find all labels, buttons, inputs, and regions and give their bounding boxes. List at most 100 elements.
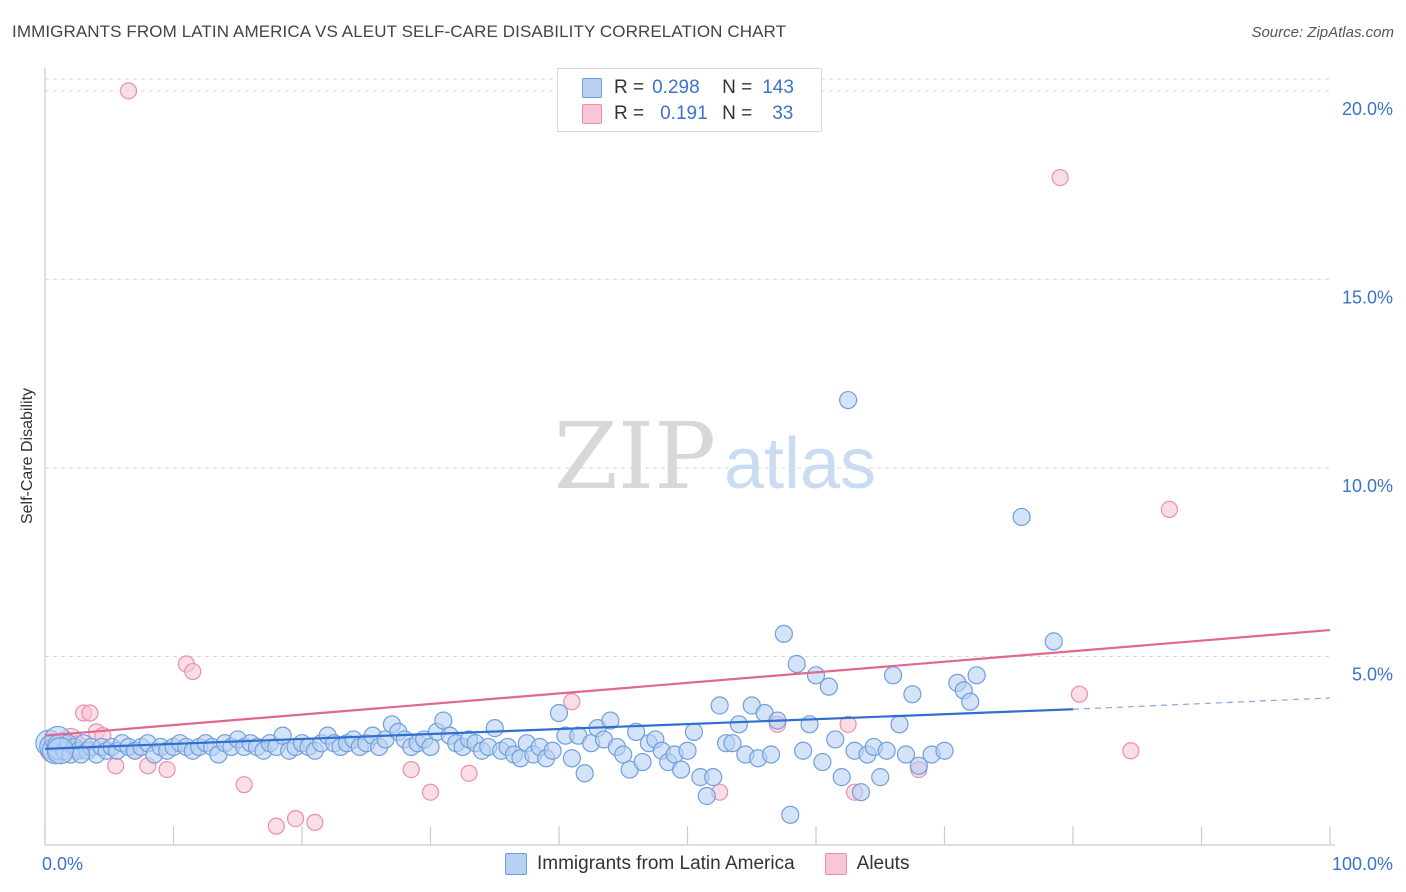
aleut-point xyxy=(267,817,285,835)
aleut-point xyxy=(563,693,581,711)
latin-america-point xyxy=(543,741,562,760)
aleut-point xyxy=(107,757,125,775)
latin-america-point xyxy=(877,741,896,760)
legend-n-label: N = xyxy=(722,103,753,124)
latin-america-points xyxy=(35,390,1063,824)
y-tick-label: 15.0% xyxy=(1342,287,1393,307)
axis-layer xyxy=(44,68,1335,846)
legend-swatch-pink xyxy=(582,104,602,124)
aleut-point xyxy=(402,760,420,779)
y-tick-label: 10.0% xyxy=(1342,476,1393,496)
series-swatch-blue xyxy=(505,853,527,875)
aleut-point xyxy=(119,82,138,100)
y-tick-label: 5.0% xyxy=(1352,664,1393,684)
aleut-point xyxy=(184,662,202,681)
latin-america-point xyxy=(909,756,928,775)
latin-america-point xyxy=(697,786,716,806)
aleut-point xyxy=(1051,168,1069,187)
latin-america-point xyxy=(684,722,704,741)
latin-america-point xyxy=(704,768,723,787)
legend-n-value: 33 xyxy=(772,103,794,124)
legend-n-label: N = xyxy=(722,77,753,98)
latin-america-point xyxy=(781,805,800,824)
latin-america-point xyxy=(819,677,838,696)
latin-america-point xyxy=(1044,632,1063,651)
latin-america-point xyxy=(839,390,858,410)
source-credit: Source: ZipAtlas.com xyxy=(1251,24,1394,41)
aleut-point xyxy=(839,715,857,733)
trend-layer xyxy=(44,628,1331,750)
series-legend-item-aleut: Aleuts xyxy=(824,853,910,875)
legend-n-value: 143 xyxy=(762,77,794,98)
latin-america-point xyxy=(614,745,633,764)
legend-r-value: 0.298 xyxy=(652,77,700,98)
latin-america-point xyxy=(485,719,504,738)
latin-america-point xyxy=(774,624,793,643)
latin-america-point xyxy=(787,654,806,674)
x-tick-label: 0.0% xyxy=(42,854,83,874)
aleut-point xyxy=(1160,500,1178,519)
grid-layer xyxy=(45,78,1330,657)
latin-america-point xyxy=(896,745,916,764)
aleut-point xyxy=(1070,685,1089,703)
latin-america-point xyxy=(761,745,781,764)
series-label: Aleuts xyxy=(856,853,910,874)
aleut-point xyxy=(1122,742,1140,760)
latin-america-point xyxy=(1012,507,1031,527)
aleut-point xyxy=(306,813,324,831)
legend-r-label: R = xyxy=(614,103,645,124)
latin-america-point xyxy=(851,783,871,802)
series-legend-item-latin-america: Immigrants from Latin America xyxy=(505,853,795,875)
latin-america-point xyxy=(633,752,652,772)
tick-label-layer: 5.0% 10.0% 15.0% 20.0% 0.0% 100.0% xyxy=(42,99,1393,874)
aleut-trend-line xyxy=(44,628,1331,737)
latin-america-point xyxy=(961,692,980,711)
y-tick-label: 20.0% xyxy=(1342,99,1393,119)
latin-america-point xyxy=(575,764,594,783)
legend-swatch-blue xyxy=(582,78,602,98)
latin-america-point xyxy=(794,741,813,760)
aleut-point xyxy=(286,810,305,828)
latin-america-point xyxy=(710,696,729,715)
aleut-point xyxy=(158,760,176,779)
latin-america-point xyxy=(434,711,453,730)
y-axis-label: Self-Care Disability xyxy=(19,387,36,525)
latin-america-point xyxy=(723,734,742,753)
latin-america-point xyxy=(935,741,954,760)
latin-america-point xyxy=(813,752,832,772)
latin-america-point xyxy=(46,737,75,765)
latin-america-point xyxy=(678,741,697,760)
correlation-legend: R = 0.298 N = 143 R = 0.191 N = 33 xyxy=(557,68,822,132)
latin-america-point xyxy=(826,730,845,749)
latin-america-point xyxy=(883,666,903,685)
legend-r-value: 0.191 xyxy=(660,103,708,124)
latin-america-point xyxy=(549,703,569,723)
latin-america-trend-extension xyxy=(1072,697,1331,710)
latin-america-point xyxy=(967,666,986,685)
latin-america-point xyxy=(71,745,91,764)
watermark-zip: ZIP xyxy=(554,403,716,510)
latin-america-trend-line xyxy=(44,708,1074,750)
series-legend: Immigrants from Latin America Aleuts xyxy=(505,851,939,877)
latin-america-point xyxy=(671,760,691,779)
aleut-point xyxy=(235,776,253,794)
latin-america-point xyxy=(562,749,581,768)
series-label: Immigrants from Latin America xyxy=(537,853,795,874)
aleut-point xyxy=(81,704,99,722)
latin-america-point xyxy=(421,737,440,757)
watermark-atlas: atlas xyxy=(724,424,876,504)
latin-america-point xyxy=(890,715,909,734)
series-swatch-pink xyxy=(824,853,847,875)
latin-america-point xyxy=(626,722,646,741)
legend-row-latin-america: R = 0.298 N = 143 xyxy=(582,75,794,101)
latin-america-point xyxy=(601,711,620,730)
latin-america-point xyxy=(903,685,922,704)
latin-america-point xyxy=(871,768,890,787)
aleut-point xyxy=(421,783,440,801)
latin-america-point xyxy=(729,715,749,734)
aleut-point xyxy=(460,764,478,782)
legend-r-label: R = xyxy=(614,77,645,98)
chart-title: IMMIGRANTS FROM LATIN AMERICA VS ALEUT S… xyxy=(12,22,787,41)
x-tick-label: 100.0% xyxy=(1332,854,1393,874)
